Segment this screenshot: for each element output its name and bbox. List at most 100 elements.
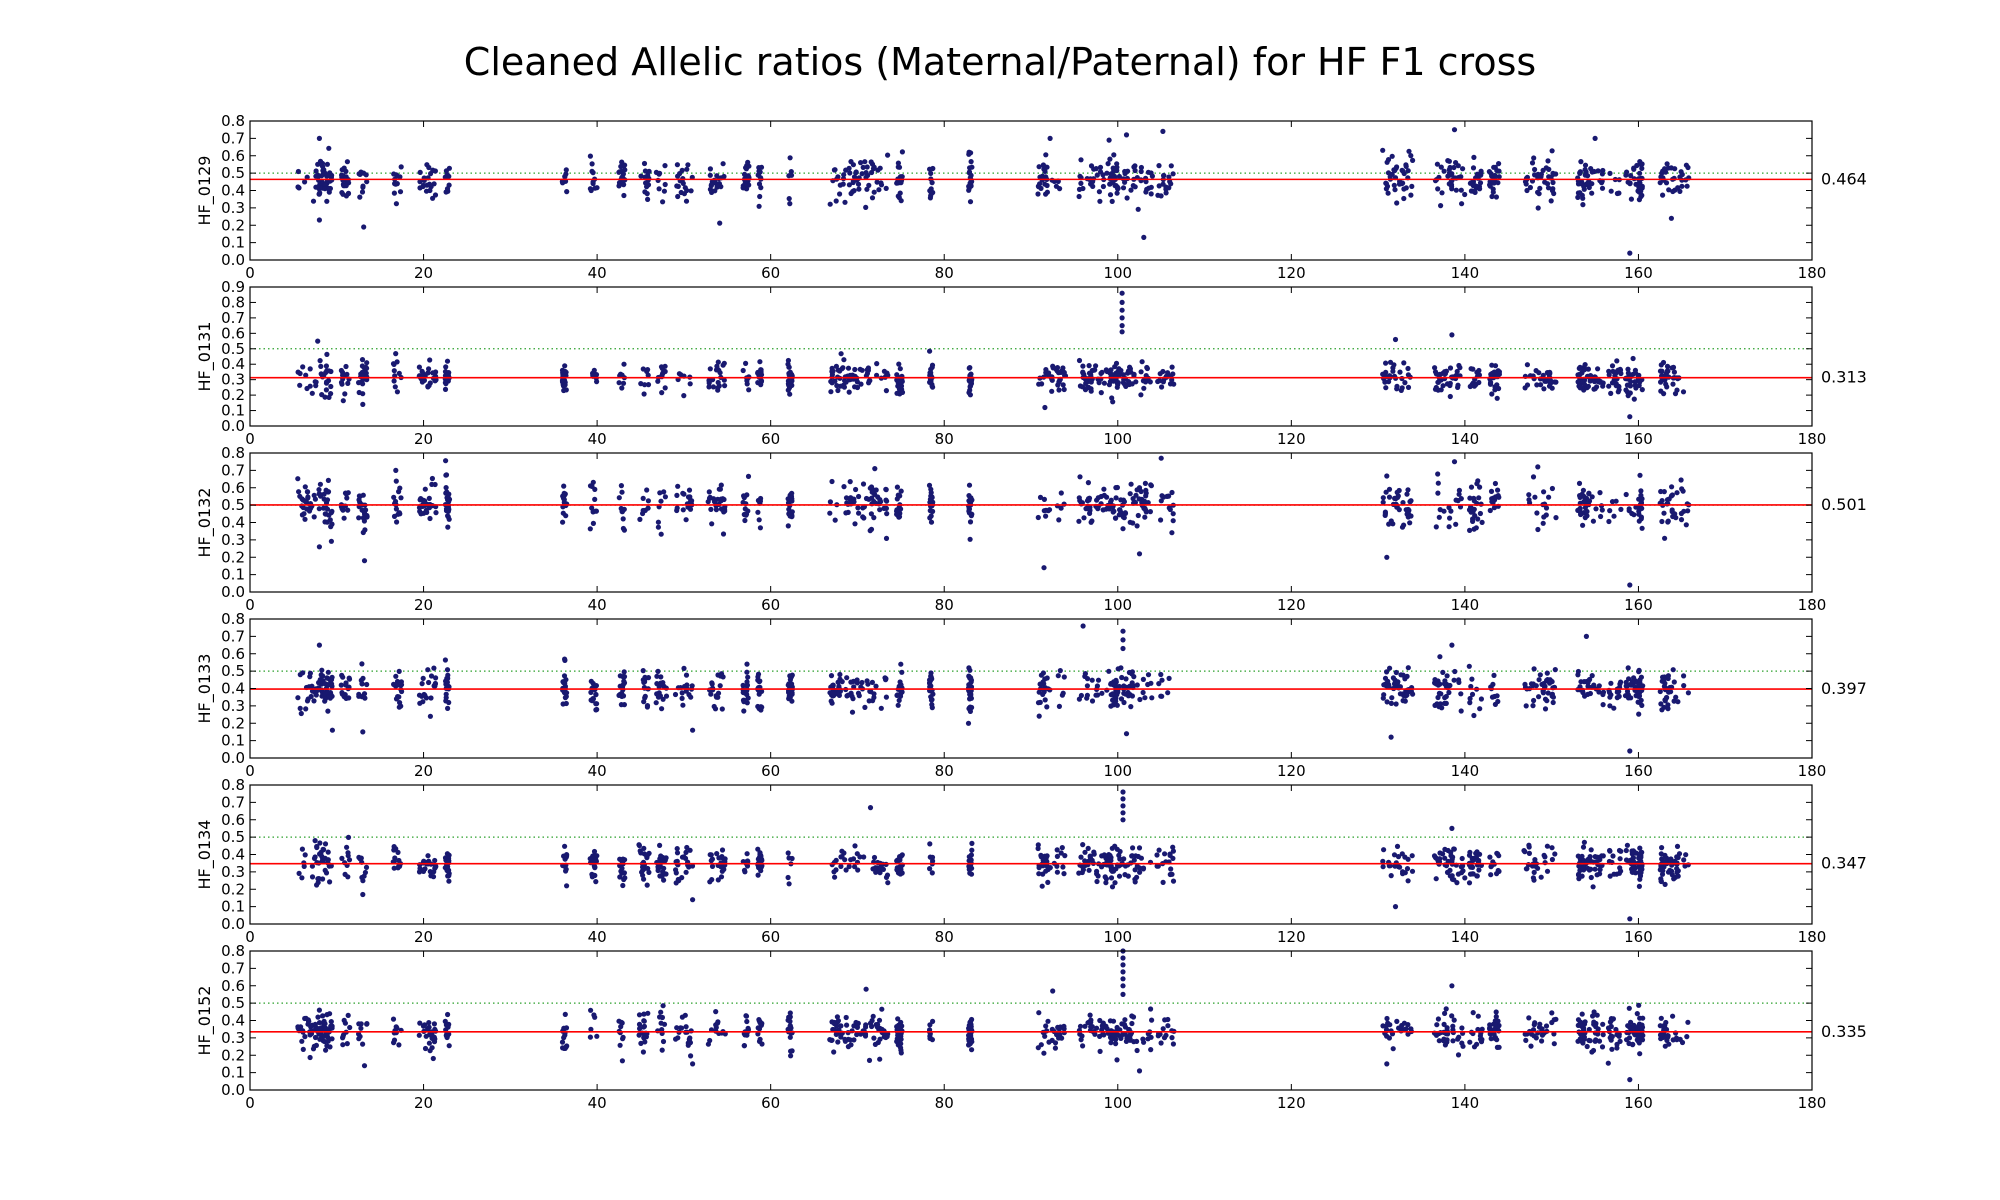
data-point <box>1135 853 1141 860</box>
data-point <box>638 173 644 179</box>
data-point <box>1636 667 1642 673</box>
data-point <box>1495 180 1501 186</box>
data-point <box>1679 171 1685 178</box>
data-point <box>658 674 664 680</box>
data-point <box>874 372 880 378</box>
data-point <box>874 1024 880 1030</box>
data-point <box>345 490 351 496</box>
data-point <box>1393 701 1399 707</box>
data-point <box>1446 158 1452 164</box>
data-point <box>356 497 362 503</box>
data-point <box>1390 1046 1396 1052</box>
y-tick-label: 0.0 <box>221 749 245 767</box>
y-tick-label: 0.4 <box>221 846 245 864</box>
data-point <box>1439 190 1445 196</box>
data-point <box>1491 505 1497 511</box>
data-point <box>1387 359 1394 365</box>
data-point <box>787 1014 793 1020</box>
data-point <box>1085 378 1091 384</box>
data-point <box>1682 863 1688 869</box>
data-point <box>621 674 628 680</box>
data-point <box>788 1053 794 1059</box>
data-point <box>1466 880 1473 886</box>
data-points <box>296 789 1691 922</box>
data-point <box>1094 172 1100 178</box>
data-point <box>1593 506 1599 512</box>
data-point <box>1060 365 1066 371</box>
data-point <box>858 160 864 166</box>
data-point <box>364 681 370 688</box>
data-point <box>927 866 933 872</box>
data-point <box>743 360 749 366</box>
data-point <box>393 1030 399 1036</box>
data-point <box>1532 857 1538 863</box>
data-point <box>1580 522 1586 528</box>
data-point <box>641 1024 647 1030</box>
data-point <box>346 695 352 701</box>
data-point <box>1549 856 1555 863</box>
data-point <box>705 499 711 505</box>
data-point <box>390 1016 397 1022</box>
data-point <box>359 681 365 687</box>
data-point <box>1437 850 1443 856</box>
data-point <box>1658 362 1664 368</box>
data-point <box>1523 703 1529 709</box>
data-point <box>590 180 596 187</box>
data-point <box>862 1033 869 1039</box>
data-point <box>1148 1047 1154 1053</box>
x-tick-label: 20 <box>414 596 433 614</box>
data-point <box>328 677 335 683</box>
data-point <box>1118 497 1124 503</box>
data-point <box>300 504 306 511</box>
data-point <box>562 843 568 849</box>
data-point <box>1131 857 1137 863</box>
y-tick-label: 0.0 <box>221 251 245 269</box>
data-point <box>593 508 600 514</box>
data-point <box>1057 668 1063 674</box>
data-point <box>317 1031 323 1037</box>
data-point <box>1594 872 1600 878</box>
data-point <box>866 698 872 704</box>
data-point <box>419 379 425 385</box>
data-point <box>709 680 715 686</box>
data-point <box>1149 1017 1155 1023</box>
data-point <box>1678 517 1685 523</box>
data-point <box>1096 189 1102 195</box>
data-point <box>1114 384 1120 390</box>
data-point <box>834 1014 841 1020</box>
data-point <box>445 372 451 378</box>
data-point <box>1492 701 1498 708</box>
data-point <box>1496 494 1502 500</box>
data-point <box>789 498 795 504</box>
data-point <box>655 524 662 530</box>
data-point <box>896 1025 902 1032</box>
data-point <box>1082 673 1088 680</box>
data-point <box>1110 1031 1116 1037</box>
data-point <box>1488 488 1495 494</box>
data-point <box>856 493 862 500</box>
data-point <box>1478 696 1484 702</box>
data-point <box>855 867 861 873</box>
data-point <box>1443 693 1449 700</box>
data-point <box>1038 672 1044 678</box>
data-point <box>1665 673 1671 679</box>
data-point <box>1165 1016 1171 1023</box>
y-tick-label: 0.3 <box>221 371 245 389</box>
data-point <box>852 521 858 527</box>
data-point <box>1042 404 1048 411</box>
data-point <box>1094 1025 1100 1031</box>
x-tick-label: 60 <box>761 596 780 614</box>
data-point <box>1059 845 1065 851</box>
data-point <box>1121 377 1127 383</box>
data-point <box>878 180 884 186</box>
data-point <box>827 499 834 505</box>
data-point <box>1159 493 1165 499</box>
data-point <box>1490 189 1496 195</box>
data-point <box>1084 683 1090 689</box>
data-point <box>296 489 302 495</box>
data-point <box>304 698 311 704</box>
data-point <box>1105 161 1111 167</box>
data-point <box>1054 869 1060 875</box>
data-point <box>1111 152 1117 158</box>
data-point <box>712 706 719 712</box>
